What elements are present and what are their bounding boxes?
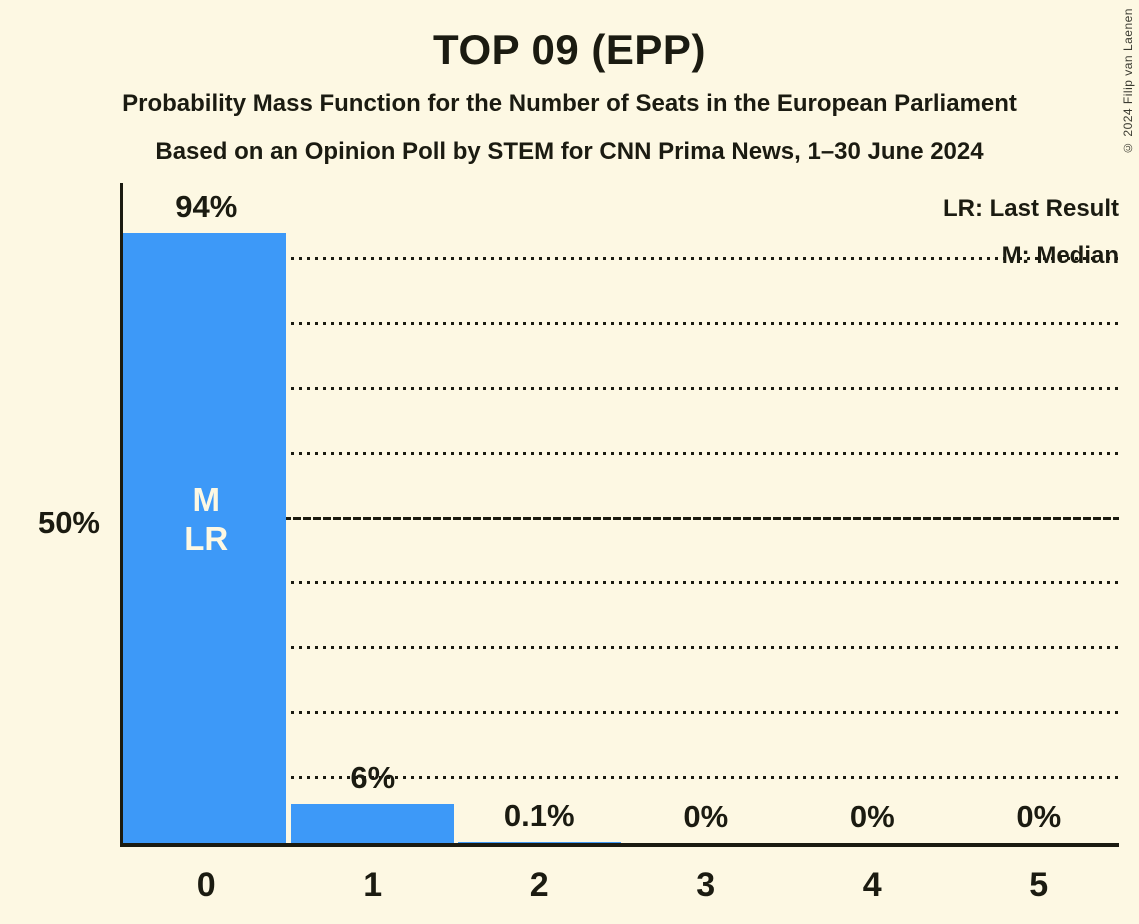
legend-median: M: Median <box>1001 242 1119 269</box>
median-last-result-annotation: M LR <box>184 480 228 558</box>
gridline-dotted-70 <box>123 386 1119 390</box>
gridline-dotted-30 <box>123 646 1119 650</box>
gridline-dotted-90 <box>123 256 1119 260</box>
x-tick-label-3: 3 <box>696 866 716 904</box>
gridline-dotted-60 <box>123 451 1119 455</box>
bar-value-label-2: 0.1% <box>503 798 575 834</box>
chart-subtitle-pmf: Probability Mass Function for the Number… <box>122 90 1017 117</box>
legend: LR: Last Result M: Median <box>943 185 1119 279</box>
bar-value-label-0: 94% <box>175 188 238 224</box>
x-tick-label-5: 5 <box>1029 866 1049 904</box>
chart-subtitle-poll: Based on an Opinion Poll by STEM for CNN… <box>155 138 984 165</box>
bar-seats-2 <box>457 842 621 843</box>
plot-area: 94% 6% 0.1% 0% 0% 0% M LR <box>120 183 1119 847</box>
y-axis-label-50: 50% <box>37 505 100 540</box>
last-result-marker: LR <box>184 519 229 557</box>
gridline-dotted-20 <box>123 711 1119 715</box>
bar-value-label-3: 0% <box>683 799 729 834</box>
chart-title: TOP 09 (EPP) <box>433 26 706 73</box>
x-tick-label-1: 1 <box>363 866 383 904</box>
gridline-dotted-80 <box>123 321 1119 325</box>
copyright-notice: © 2024 Filip van Laenen <box>1121 8 1135 155</box>
gridline-dotted-10 <box>123 776 1119 780</box>
median-marker: M <box>192 480 221 518</box>
bar-value-label-4: 0% <box>849 799 895 834</box>
gridline-dotted-40 <box>123 581 1119 585</box>
x-tick-label-4: 4 <box>862 866 882 904</box>
bar-value-label-5: 0% <box>1016 799 1062 834</box>
gridline-solid-50 <box>123 516 1119 520</box>
legend-last-result: LR: Last Result <box>942 195 1119 222</box>
bar-value-label-1: 6% <box>350 760 396 796</box>
x-tick-label-2: 2 <box>529 866 549 904</box>
x-axis-ticks: 0 1 2 3 4 5 <box>123 866 1122 914</box>
bar-seats-0 <box>123 232 286 843</box>
bar-seats-1 <box>291 804 455 843</box>
x-tick-label-0: 0 <box>196 866 216 904</box>
